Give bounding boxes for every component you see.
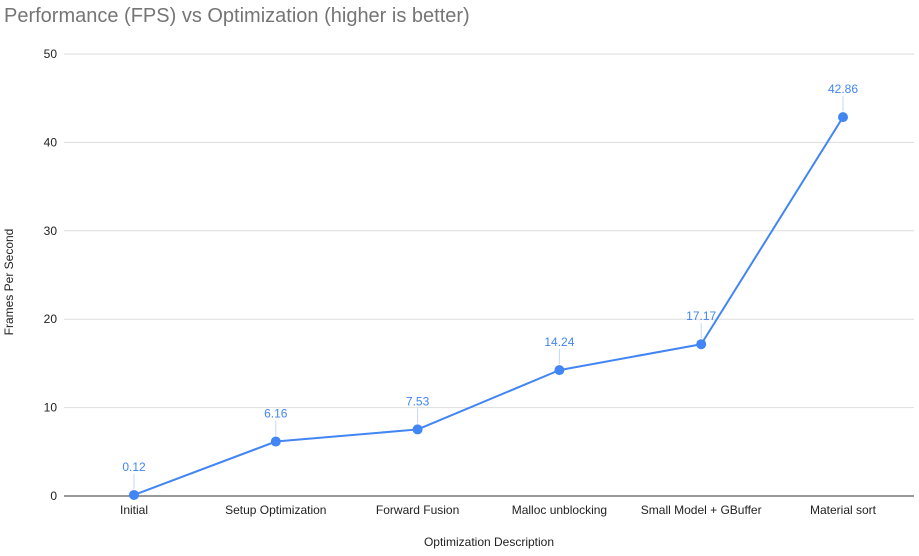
chart-title: Performance (FPS) vs Optimization (highe… bbox=[4, 5, 470, 27]
x-tick-labels: Initial Setup Optimization Forward Fusion M… bbox=[120, 503, 877, 517]
data-point bbox=[696, 339, 707, 350]
y-tick-label: 10 bbox=[44, 401, 58, 415]
data-points bbox=[129, 112, 848, 500]
gridlines bbox=[64, 53, 914, 497]
x-tick-label: Malloc unblocking bbox=[512, 503, 607, 517]
y-tick-label: 30 bbox=[44, 224, 58, 238]
x-tick-label: Setup Optimization bbox=[225, 503, 326, 517]
data-label: 7.53 bbox=[406, 394, 430, 408]
y-tick-labels: 0 10 20 30 40 50 bbox=[44, 47, 58, 503]
y-axis-title: Frames Per Second bbox=[2, 229, 16, 336]
y-tick-label: 50 bbox=[44, 47, 58, 61]
y-tick-label: 20 bbox=[44, 312, 58, 326]
data-point bbox=[554, 365, 565, 376]
data-label: 14.24 bbox=[544, 335, 574, 349]
data-label: 0.12 bbox=[122, 460, 146, 474]
series-line bbox=[133, 116, 844, 496]
x-tick-label: Small Model + GBuffer bbox=[641, 503, 762, 517]
series-line-path bbox=[133, 116, 844, 496]
y-tick-label: 40 bbox=[44, 135, 58, 149]
data-point bbox=[412, 424, 423, 435]
data-label: 42.86 bbox=[828, 82, 858, 96]
data-point bbox=[129, 489, 139, 500]
data-labels: 0.12 6.16 7.53 14.24 17.17 42.86 bbox=[122, 82, 858, 489]
x-tick-label: Initial bbox=[120, 503, 148, 517]
data-point bbox=[270, 436, 281, 447]
data-point bbox=[838, 112, 848, 123]
data-label: 6.16 bbox=[264, 407, 288, 421]
x-tick-label: Material sort bbox=[810, 503, 877, 517]
x-axis-title: Optimization Description bbox=[424, 535, 554, 549]
x-tick-label: Forward Fusion bbox=[376, 503, 459, 517]
y-tick-label: 0 bbox=[50, 489, 57, 503]
data-label: 17.17 bbox=[686, 309, 716, 323]
